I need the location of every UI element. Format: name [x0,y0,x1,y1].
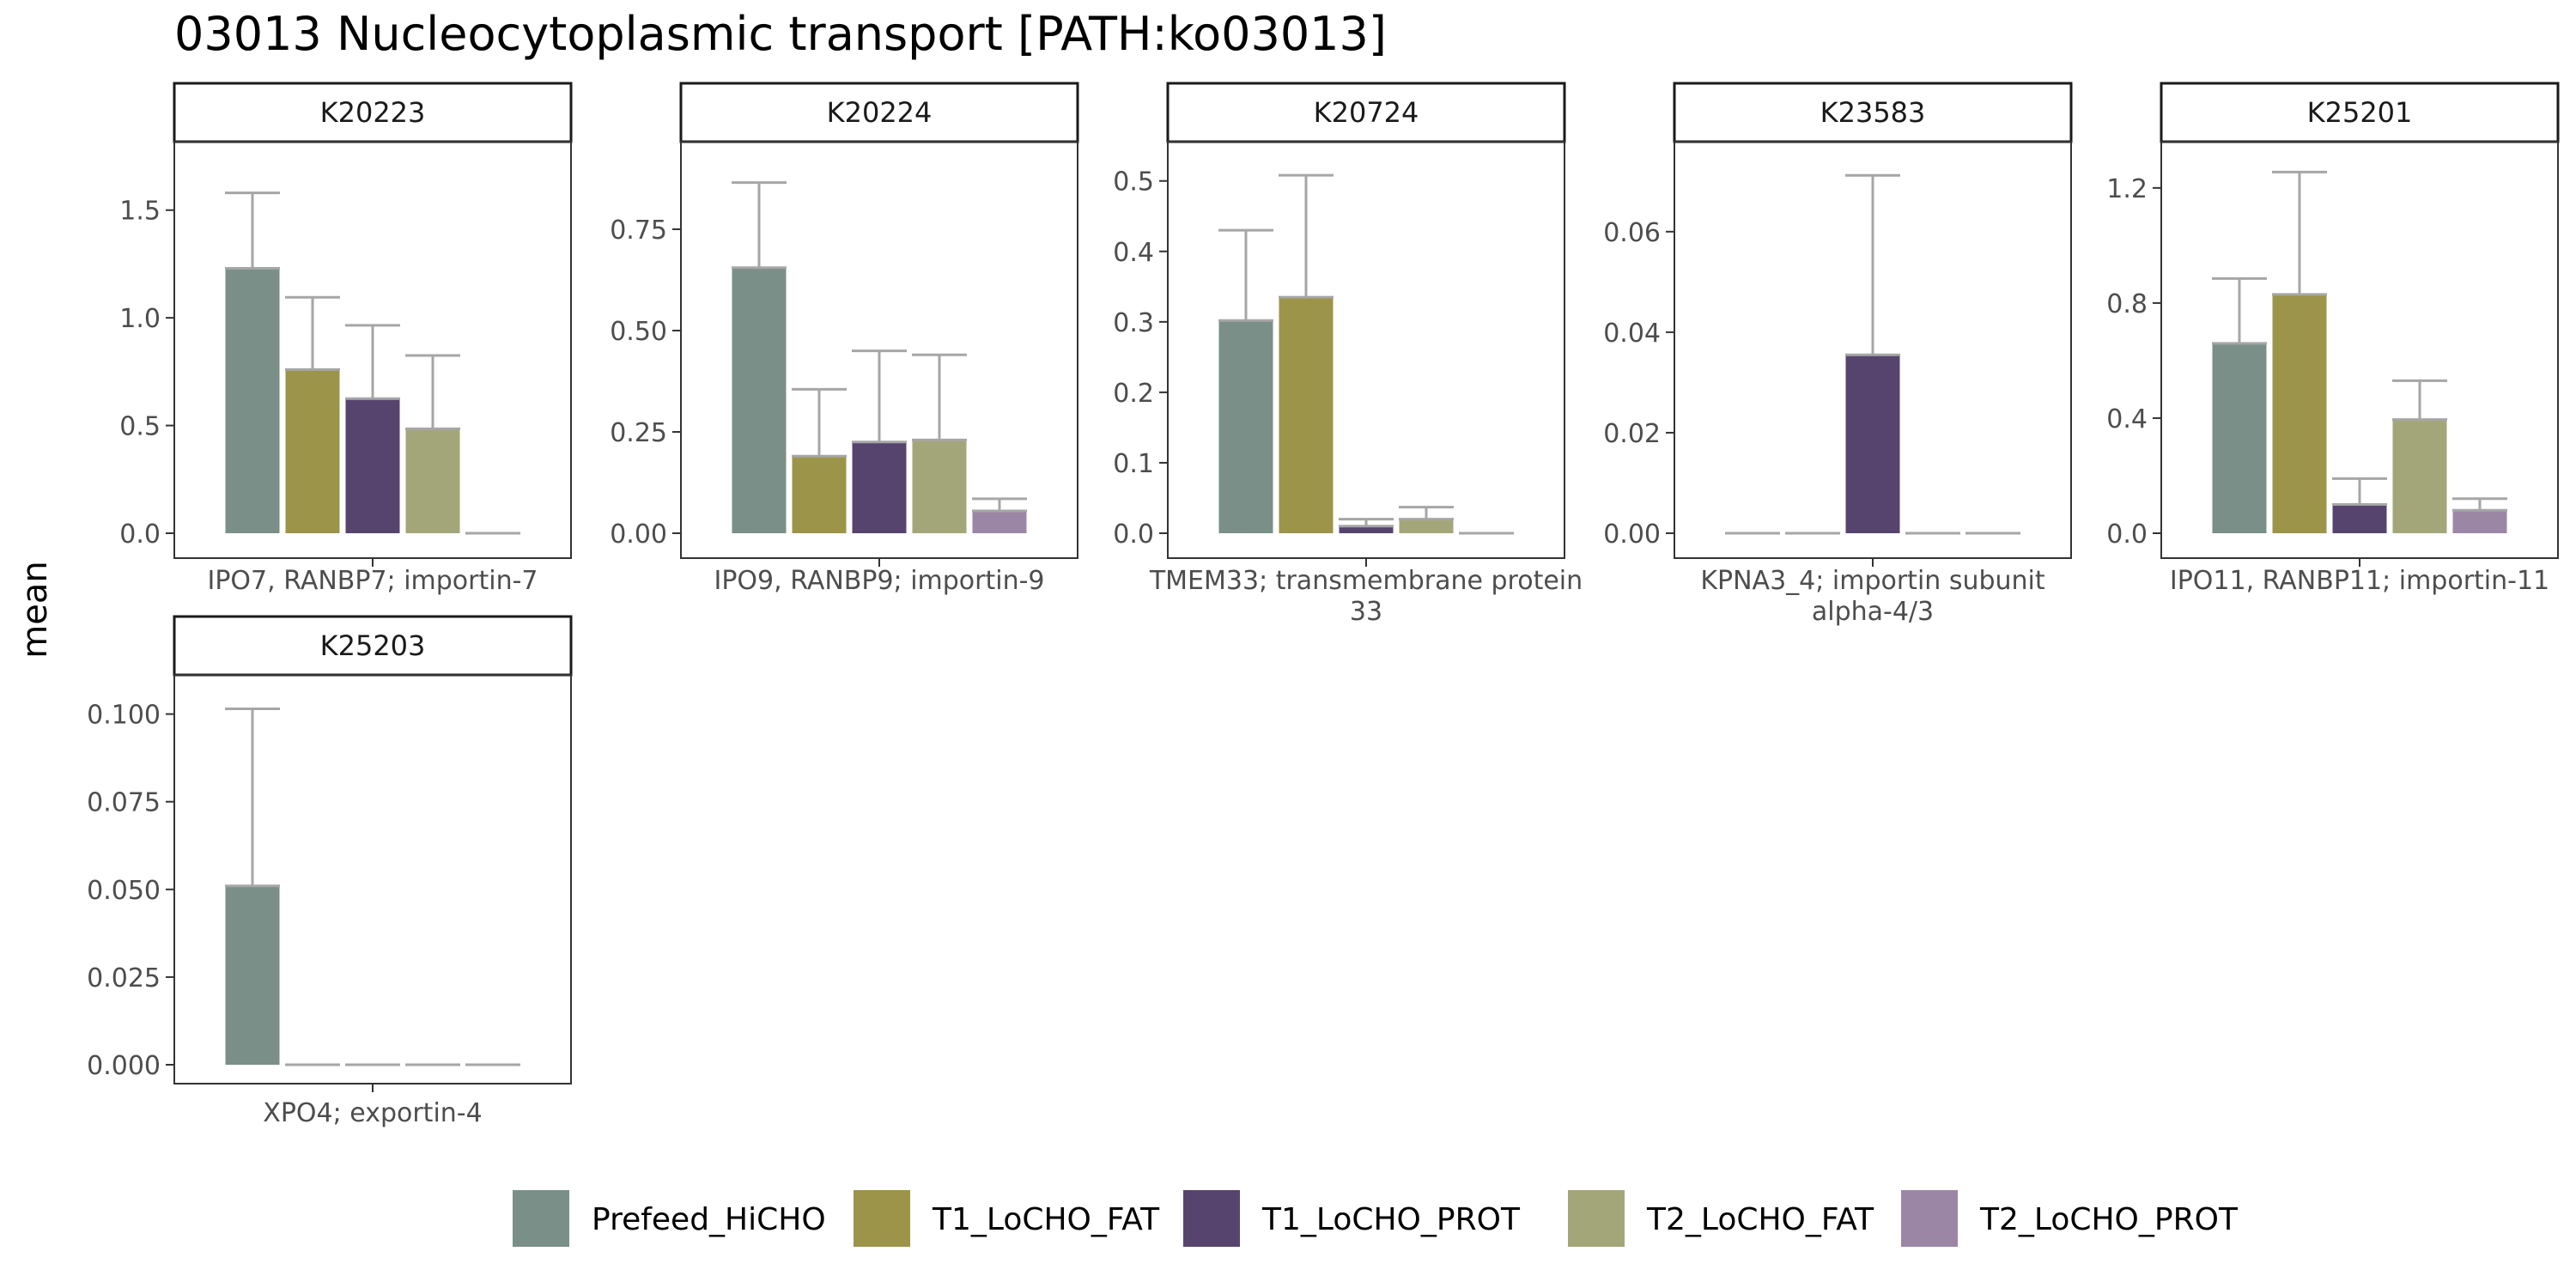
y-tick-label: 0.75 [610,216,667,246]
x-tick-label: 33 [1350,597,1382,627]
strip-label: K20724 [1314,96,1419,129]
y-tick-label: 0.2 [1113,379,1154,409]
bar-t2-locho-fat [2392,419,2447,533]
bar-t1-locho-prot [345,398,400,533]
legend-label: Prefeed_HiCHO [592,1202,826,1237]
y-tick-label: 0.100 [87,701,161,731]
y-tick-label: 1.2 [2106,174,2148,204]
x-tick-label: alpha-4/3 [1812,597,1934,627]
y-tick-label: 0.3 [1113,308,1154,338]
bar-t2-locho-prot [2452,510,2507,533]
strip-box [1673,82,2073,143]
bar-t1-locho-fat [792,456,847,533]
panel-k20724: K20724 0.0 0.1 0.2 0.3 0.4 0.5 TMEM33; transmem… [1113,82,1583,627]
strip-box [173,615,573,677]
strip-box [173,82,573,143]
strip-label: K20223 [320,96,426,129]
panel-k20224: K20224 0.00 0.25 0.50 0.75 IPO9, RANBP9; impo… [610,82,1079,596]
y-axis-label: mean [15,561,55,658]
panel-k25203: K25203 0.000 0.025 0.050 0.075 0.100 XPO4; exp… [87,615,573,1128]
bar-prefeed-hicho [225,268,280,533]
x-tick-label: IPO9, RANBP9; importin-9 [714,566,1044,596]
y-tick-label: 0.0 [1113,519,1154,550]
y-tick-label: 0.4 [2106,404,2148,434]
y-tick-label: 0.0 [2106,519,2148,550]
bar-t2-locho-fat [1399,519,1454,533]
y-tick-label: 0.000 [87,1051,161,1081]
x-tick-label: XPO4; exportin-4 [263,1098,482,1128]
legend-swatch [854,1190,910,1247]
legend-item: Prefeed_HiCHO [513,1190,826,1247]
y-tick-label: 0.0 [119,519,161,550]
y-tick-label: 0.50 [610,317,667,347]
strip-label: K23583 [1820,96,1926,129]
y-tick-label: 0.25 [610,418,667,448]
legend-item: T1_LoCHO_FAT [854,1190,1160,1247]
bar-t1-locho-prot [1339,526,1394,533]
y-tick-label: 0.4 [1113,238,1154,268]
bar-t1-locho-prot [852,441,907,533]
bar-t1-locho-prot [1845,355,1900,533]
chart-panels: K20223 0.0 0.5 1.0 1.5 IPO7, RANBP7; importin… [87,82,2560,1128]
y-tick-label: 0.050 [87,876,161,906]
legend-item: T1_LoCHO_PROT [1183,1190,1521,1247]
legend-swatch [1183,1190,1240,1247]
legend-item: T2_LoCHO_PROT [1901,1190,2239,1247]
chart-title: 03013 Nucleocytoplasmic transport [PATH:… [174,7,1387,61]
legend: Prefeed_HiCHO T1_LoCHO_FAT T1_LoCHO_PROT T2… [513,1190,2239,1247]
bar-t2-locho-fat [405,428,460,533]
legend-swatch [513,1190,569,1247]
bar-t1-locho-fat [285,369,340,533]
bar-t2-locho-fat [912,440,967,533]
strip-label: K25203 [320,629,426,662]
legend-label: T1_LoCHO_FAT [932,1202,1160,1237]
legend-swatch [1568,1190,1625,1247]
y-tick-label: 0.04 [1603,319,1661,349]
bar-t2-locho-prot [972,511,1027,533]
strip-label: K25201 [2307,96,2413,129]
bar-prefeed-hicho [732,267,787,533]
x-tick-label: IPO7, RANBP7; importin-7 [207,566,538,596]
x-tick-label: KPNA3_4; importin subunit [1700,566,2045,596]
bar-t1-locho-fat [1279,297,1334,533]
legend-item: T2_LoCHO_FAT [1568,1190,1874,1247]
legend-label: T1_LoCHO_PROT [1261,1202,1521,1237]
y-tick-label: 0.06 [1603,218,1661,248]
bar-prefeed-hicho [2212,343,2267,533]
strip-box [1166,82,1566,143]
y-tick-label: 0.02 [1603,419,1661,449]
strip-label: K20224 [827,96,933,129]
legend-label: T2_LoCHO_PROT [1979,1202,2239,1237]
y-tick-label: 0.1 [1113,449,1154,479]
y-tick-label: 0.5 [119,412,161,442]
panel-k25201: K25201 0.0 0.4 0.8 1.2 IPO11, RANBP11; import… [2106,82,2560,596]
y-tick-label: 0.00 [1603,519,1661,550]
legend-label: T2_LoCHO_FAT [1646,1202,1874,1237]
panel-k23583: K23583 0.00 0.02 0.04 0.06 KPNA3_4; importin … [1603,82,2073,627]
y-tick-label: 1.0 [119,304,161,334]
y-tick-label: 0.8 [2106,289,2148,319]
y-tick-label: 0.00 [610,519,667,550]
y-tick-label: 0.025 [87,963,161,993]
y-tick-label: 0.5 [1113,167,1154,197]
panel-k20223: K20223 0.0 0.5 1.0 1.5 IPO7, RANBP7; importin… [119,82,573,596]
x-tick-label: IPO11, RANBP11; importin-11 [2170,566,2549,596]
bar-t1-locho-fat [2272,294,2327,533]
bar-prefeed-hicho [225,885,280,1065]
x-tick-label: TMEM33; transmembrane protein [1149,566,1583,596]
legend-swatch [1901,1190,1958,1247]
y-tick-label: 0.075 [87,788,161,818]
bar-prefeed-hicho [1218,320,1273,533]
y-tick-label: 1.5 [119,197,161,227]
bar-t1-locho-prot [2332,504,2387,533]
